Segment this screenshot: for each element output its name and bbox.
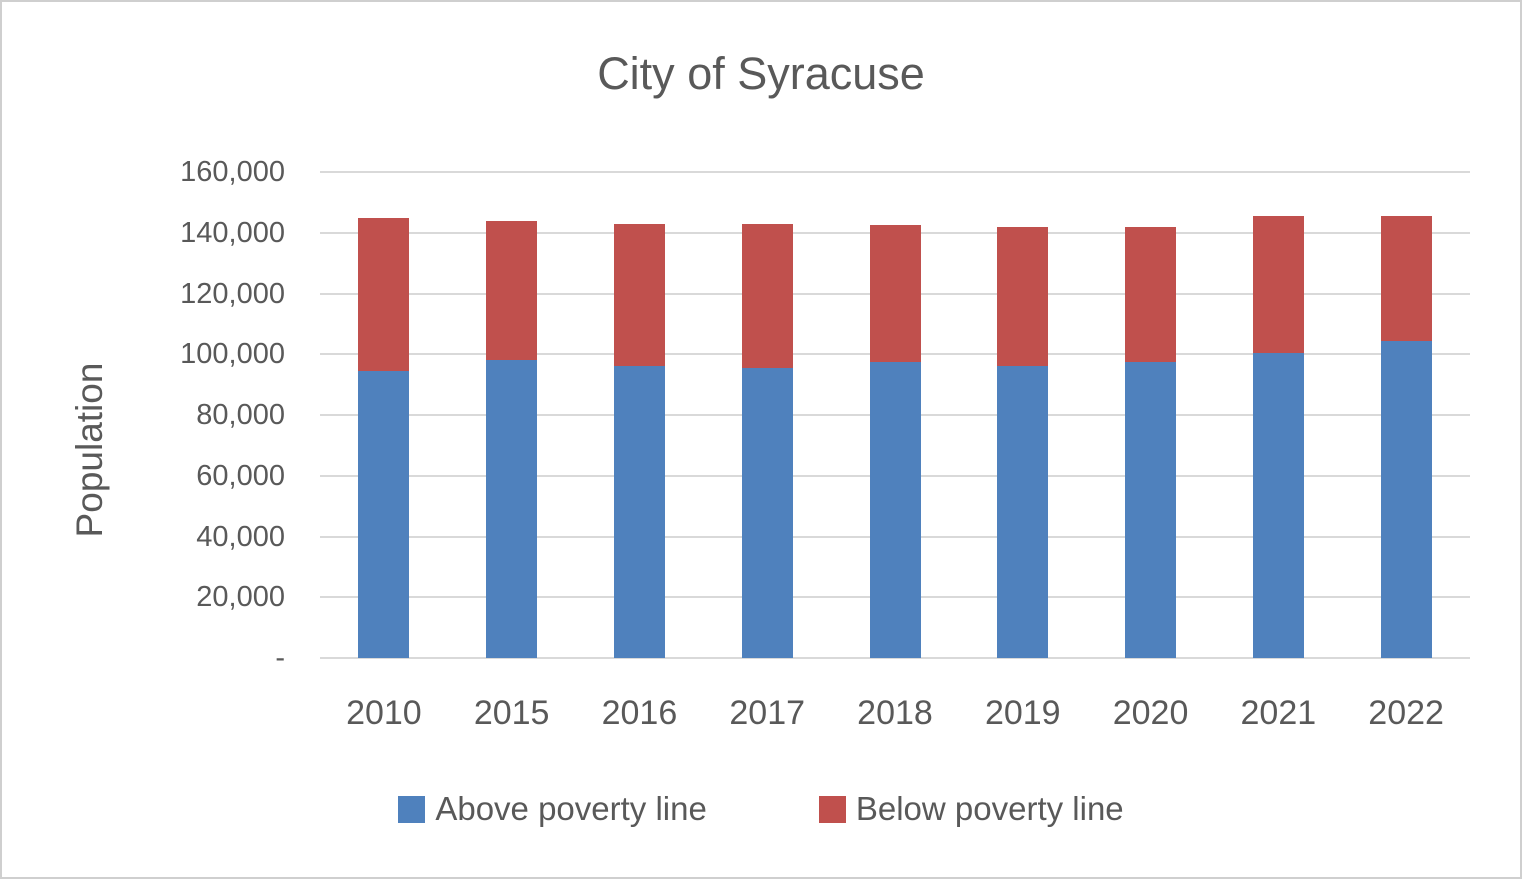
x-tick-label-2019: 2019: [984, 694, 1061, 732]
bar-segment-2022-above-poverty-line: [1380, 340, 1432, 658]
gridline: [320, 657, 1470, 659]
y-tick-label: 140,000: [180, 216, 285, 249]
bar-segment-2017-below-poverty-line: [741, 223, 793, 368]
plot-area: [320, 171, 1470, 659]
bar-segment-2020-below-poverty-line: [1125, 226, 1177, 362]
bar-segment-2015-below-poverty-line: [486, 220, 538, 361]
x-tick-label-2018: 2018: [857, 694, 933, 732]
x-tick-label-2017: 2017: [729, 694, 806, 732]
bar-2017: [741, 223, 793, 658]
legend-label: Above poverty line: [435, 790, 707, 827]
y-tick-label: 80,000: [196, 399, 285, 431]
bar-2020: [1125, 226, 1177, 658]
legend-swatch-icon: [398, 795, 426, 823]
bar-segment-2016-below-poverty-line: [613, 223, 665, 367]
y-tick-label: -: [275, 642, 285, 674]
bar-segment-2016-above-poverty-line: [613, 366, 665, 658]
bar-2010: [358, 217, 410, 658]
legend-item-below-poverty-line: Below poverty line: [818, 790, 1124, 828]
gridline: [320, 171, 1470, 173]
y-tick-label: 120,000: [180, 277, 285, 310]
bar-segment-2019-above-poverty-line: [997, 366, 1049, 658]
bar-segment-2017-above-poverty-line: [741, 367, 793, 658]
y-tick-label: 20,000: [196, 581, 285, 614]
bar-segment-2018-above-poverty-line: [869, 361, 921, 658]
bar-segment-2010-above-poverty-line: [358, 370, 410, 658]
y-tick-label: 100,000: [180, 338, 285, 371]
bar-segment-2021-above-poverty-line: [1252, 352, 1304, 658]
x-tick-label-2020: 2020: [1112, 694, 1189, 732]
legend-label: Below poverty line: [855, 790, 1124, 827]
bar-2022: [1380, 216, 1432, 658]
chart-title: City of Syracuse: [597, 48, 925, 99]
x-tick-label-2021: 2021: [1240, 694, 1317, 732]
y-tick-label: 160,000: [180, 156, 285, 188]
bar-segment-2019-below-poverty-line: [997, 226, 1049, 367]
x-tick-label-2016: 2016: [601, 694, 678, 732]
x-tick-label-2015: 2015: [473, 694, 550, 732]
bar-segment-2022-below-poverty-line: [1380, 216, 1432, 341]
legend-swatch-icon: [818, 795, 846, 823]
x-tick-label-2022: 2022: [1368, 694, 1444, 732]
bar-2018: [869, 225, 921, 658]
y-tick-label: 60,000: [196, 459, 285, 492]
bar-2016: [613, 223, 665, 658]
bar-segment-2020-above-poverty-line: [1125, 361, 1177, 658]
bar-2021: [1252, 216, 1304, 658]
y-axis-title: Population: [69, 362, 110, 538]
bar-segment-2021-below-poverty-line: [1252, 216, 1304, 353]
bar-segment-2010-below-poverty-line: [358, 217, 410, 371]
legend-item-above-poverty-line: Above poverty line: [398, 790, 707, 828]
bar-segment-2015-above-poverty-line: [486, 360, 538, 658]
bar-2015: [486, 220, 538, 658]
x-tick-label-2010: 2010: [346, 694, 422, 732]
legend: Above poverty line Below poverty line: [2, 790, 1520, 828]
y-tick-label: 40,000: [196, 520, 285, 553]
bar-segment-2018-below-poverty-line: [869, 225, 921, 362]
bar-2019: [997, 226, 1049, 658]
